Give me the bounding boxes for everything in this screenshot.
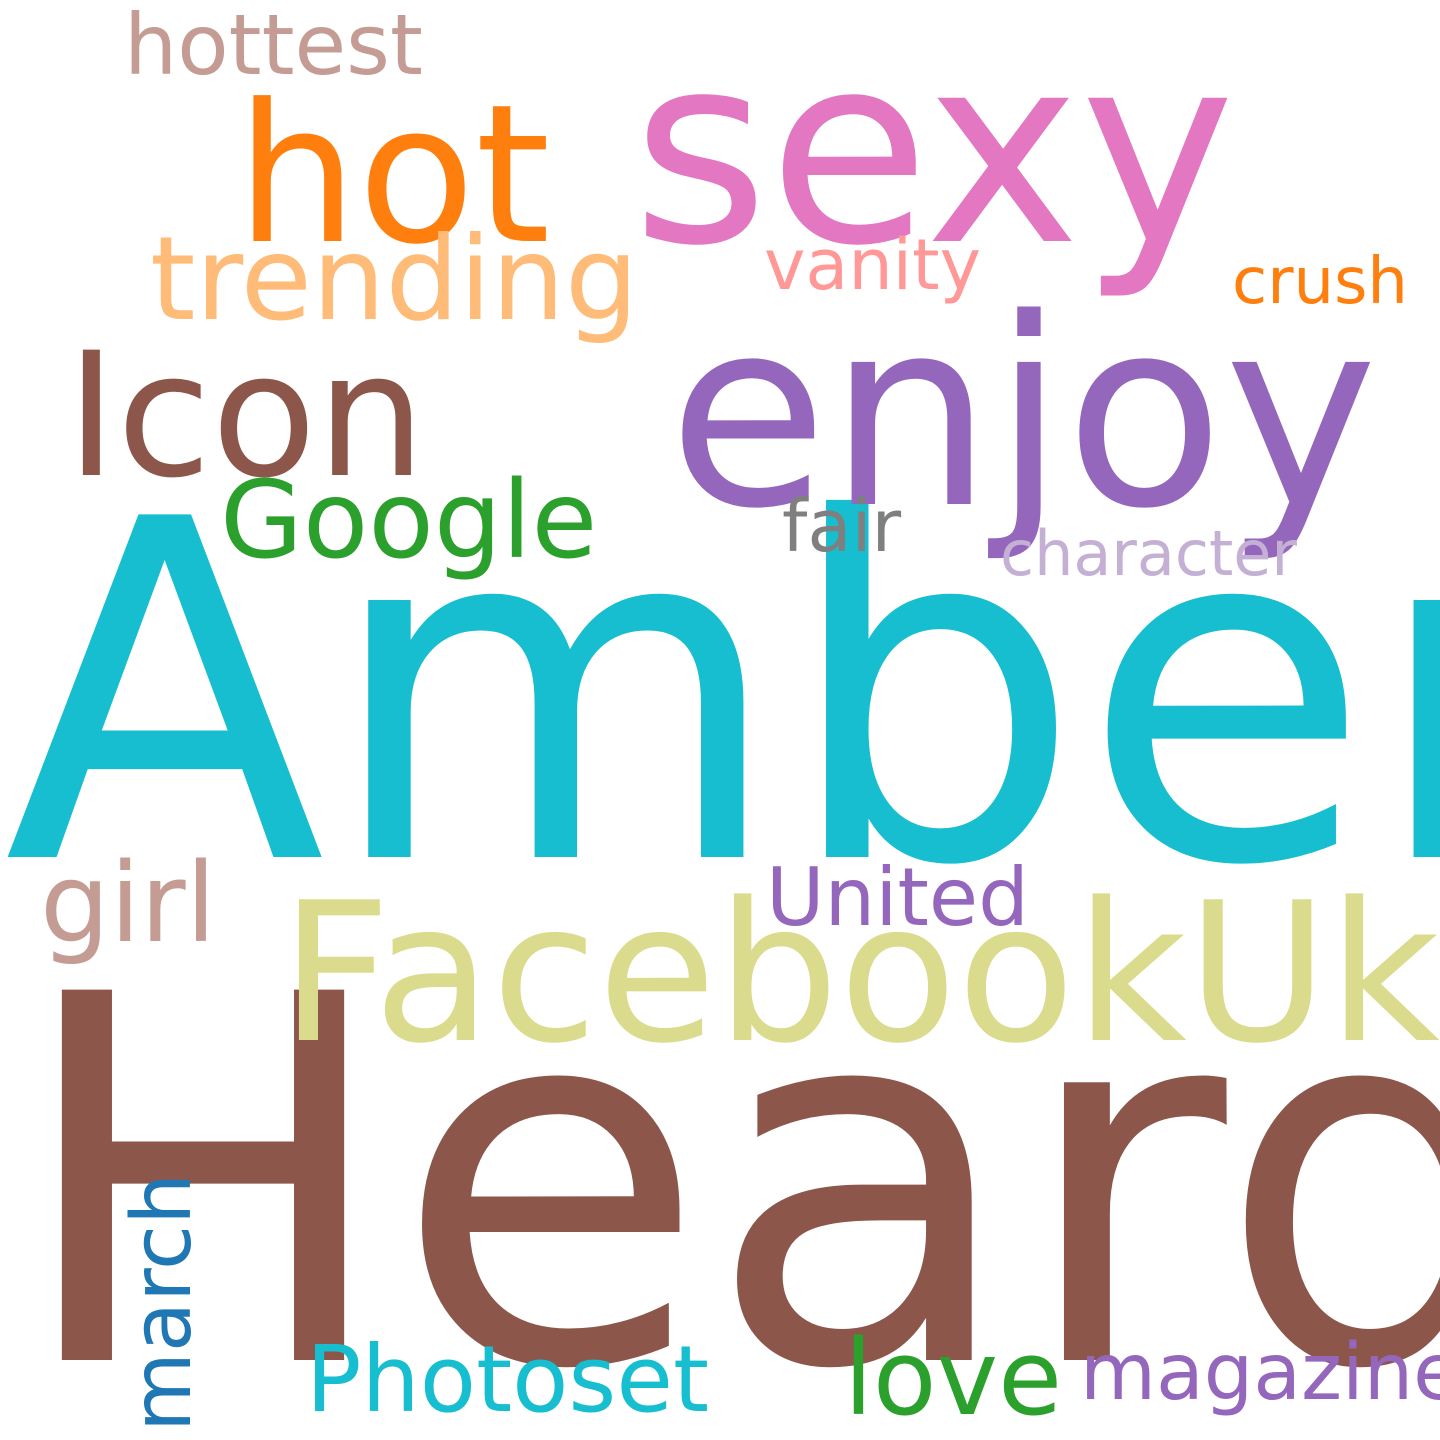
word-enjoy: enjoy: [668, 264, 1378, 566]
word-crush: crush: [1232, 245, 1408, 319]
word-trending: trending: [150, 212, 639, 347]
word-photoset: Photoset: [306, 1326, 710, 1433]
word-girl: girl: [40, 839, 217, 967]
word-amber: Amber: [4, 421, 1440, 968]
word-vanity: vanity: [764, 224, 982, 306]
word-icon: Icon: [66, 315, 426, 516]
word-hottest: hottest: [124, 0, 423, 94]
word-heard: Heard: [12, 888, 1440, 1440]
word-character: character: [1000, 517, 1297, 590]
word-march: march: [115, 1172, 210, 1432]
word-magazine: magazine: [1080, 1328, 1440, 1418]
word-united: United: [766, 851, 1029, 944]
word-google: Google: [220, 459, 598, 583]
word-hot: hot: [236, 64, 551, 287]
word-sexy: sexy: [632, 0, 1236, 303]
word-facebookuk: FacebookUk: [280, 861, 1440, 1086]
word-fair: fair: [782, 484, 902, 568]
word-love: love: [844, 1317, 1063, 1439]
